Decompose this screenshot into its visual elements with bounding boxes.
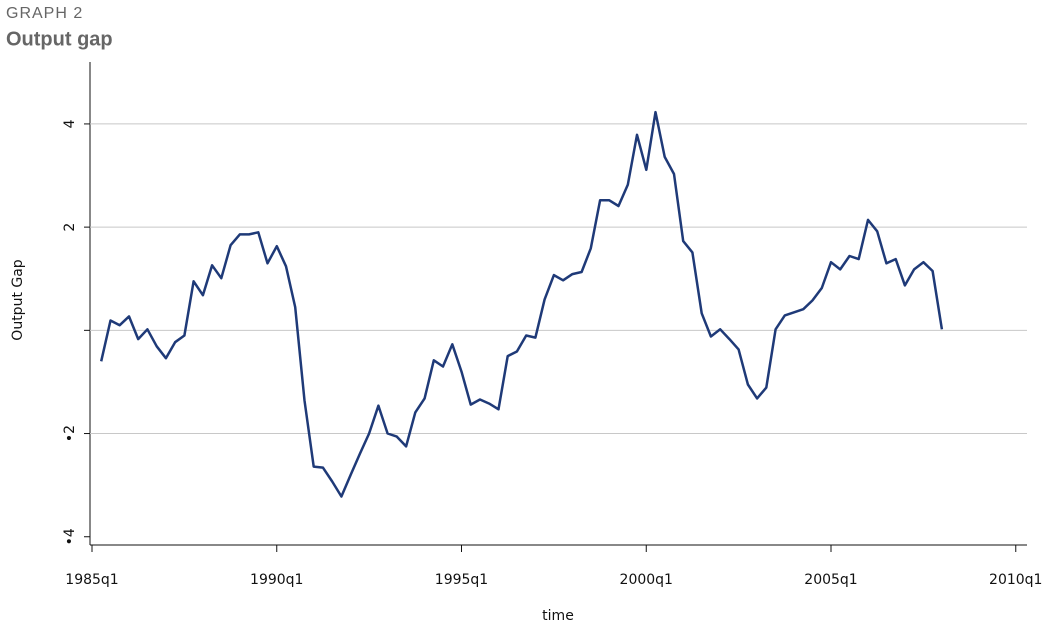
x-tick-label: 2010q1 xyxy=(989,572,1042,588)
x-tick-label: 2005q1 xyxy=(804,572,857,588)
data-line xyxy=(99,110,944,498)
chart-title: Output gap xyxy=(6,28,113,50)
y-tick-label: •2 xyxy=(62,425,78,442)
x-tick-label: 1990q1 xyxy=(250,572,303,588)
x-axis-label: time xyxy=(542,608,574,624)
chart-supertitle: GRAPH 2 xyxy=(6,5,83,22)
x-tick-label: 1995q1 xyxy=(435,572,488,588)
y-axis-label: Output Gap xyxy=(10,259,26,341)
x-tick-label: 2000q1 xyxy=(620,572,673,588)
y-tick-label: 4 xyxy=(62,119,78,128)
y-tick-label: 2 xyxy=(62,223,78,232)
x-tick-label: 1985q1 xyxy=(65,572,118,588)
y-tick-label: •4 xyxy=(62,528,78,545)
